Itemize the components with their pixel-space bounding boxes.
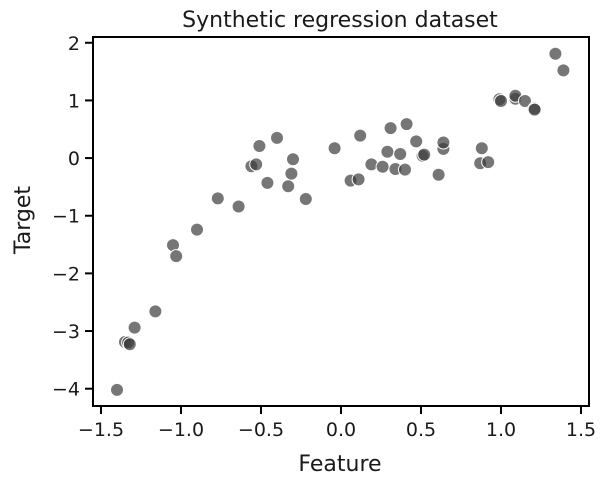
data-point (399, 117, 414, 132)
data-point (431, 167, 446, 182)
data-point (210, 191, 225, 206)
data-point (393, 147, 408, 161)
data-point (398, 162, 412, 177)
data-point (127, 320, 142, 335)
y-tick-label: −1 (52, 206, 80, 228)
x-tick-label: 0.5 (406, 419, 436, 441)
data-point (148, 304, 163, 319)
data-point (110, 382, 124, 397)
data-point (353, 128, 368, 143)
data-point (284, 166, 299, 181)
data-point (231, 199, 246, 214)
data-point (436, 135, 451, 150)
data-point (375, 159, 390, 174)
data-point (518, 94, 532, 108)
data-point (380, 144, 395, 159)
data-point (409, 134, 424, 149)
chart-title: Synthetic regression dataset (182, 8, 498, 33)
x-tick-label: −1.5 (78, 419, 124, 441)
y-tick-label: −2 (52, 263, 80, 285)
data-point (474, 141, 489, 156)
data-point (252, 139, 267, 153)
data-point (298, 192, 313, 206)
data-point (122, 337, 137, 352)
y-tick-label: −4 (52, 379, 80, 401)
data-point (190, 222, 204, 237)
y-axis: 2 1 0 −1 −2 −3 −4 (52, 33, 93, 401)
data-point (249, 157, 264, 172)
data-point (286, 152, 300, 167)
y-tick-label: −3 (52, 321, 80, 343)
x-tick-label: 1.5 (566, 419, 596, 441)
data-point (260, 175, 275, 190)
y-tick-label: 0 (68, 148, 80, 170)
data-point (556, 63, 571, 78)
data-point (383, 121, 398, 136)
x-tick-label: 1.0 (486, 419, 516, 441)
x-axis-label: Feature (298, 452, 381, 477)
y-tick-label: 2 (68, 33, 80, 55)
data-point (327, 141, 342, 156)
data-point (281, 179, 296, 194)
y-axis-label: Target (11, 186, 36, 255)
data-point (351, 172, 366, 187)
points-layer (110, 46, 571, 397)
data-point (169, 249, 184, 264)
data-point (417, 147, 432, 162)
x-tick-label: −1.0 (158, 419, 204, 441)
data-point (364, 157, 379, 172)
x-tick-label: −0.5 (238, 419, 284, 441)
data-point (494, 94, 508, 108)
x-axis: −1.5 −1.0 −0.5 0.0 0.5 1.0 1.5 (78, 406, 596, 441)
data-point (548, 46, 563, 61)
y-tick-label: 1 (68, 90, 80, 112)
data-point (481, 155, 496, 170)
data-point (527, 102, 542, 117)
x-tick-label: 0.0 (326, 419, 356, 441)
data-point (270, 130, 284, 145)
